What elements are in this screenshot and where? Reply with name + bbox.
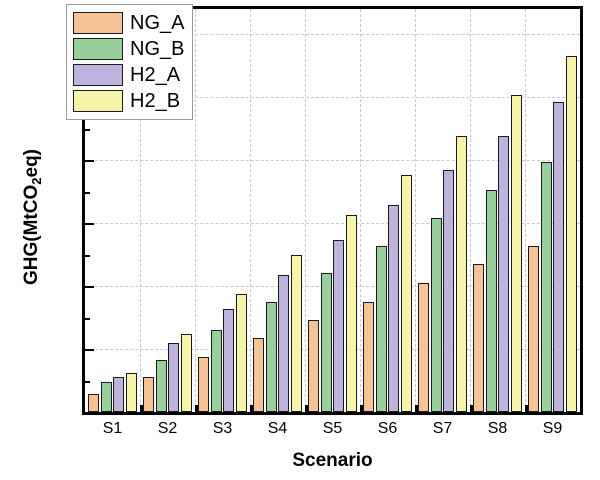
x-tick-label-S1: S1 [102, 420, 123, 437]
bar-NG_A-S1 [88, 393, 100, 412]
x-tick-label-S5: S5 [322, 420, 343, 437]
legend-swatch-H2_A [73, 64, 123, 86]
gridline-vertical [415, 9, 416, 412]
gridline-vertical [140, 9, 141, 412]
bar-H2_B-S3 [235, 294, 247, 412]
y-axis-title-subscript: 2 [29, 177, 44, 185]
legend-item-NG_B: NG_B [73, 36, 184, 62]
bar-H2_A-S7 [443, 170, 455, 412]
legend-swatch-NG_B [73, 38, 123, 60]
x-tick-label-S7: S7 [432, 420, 453, 437]
x-tick-label-S3: S3 [212, 420, 233, 437]
bar-NG_A-S5 [308, 320, 320, 412]
bar-H2_A-S4 [278, 274, 290, 412]
gridline-horizontal [85, 34, 580, 36]
bar-NG_B-S1 [100, 382, 112, 412]
bar-H2_A-S2 [168, 343, 180, 412]
bar-NG_B-S7 [430, 218, 442, 412]
bar-H2_B-S4 [290, 254, 302, 412]
bar-NG_A-S6 [363, 302, 375, 412]
plot-area [82, 6, 583, 415]
bar-NG_B-S2 [155, 359, 167, 412]
gridline-vertical [195, 9, 196, 412]
bar-H2_A-S1 [113, 377, 125, 412]
gridline-horizontal [85, 97, 580, 99]
y-axis-title-prefix: GHG(MtCO [21, 184, 42, 285]
legend-swatch-H2_B [73, 90, 123, 112]
bar-H2_B-S5 [345, 214, 357, 412]
x-axis-tick-labels: S1 S2 S3 S4 S5 S6 S7 S8 S9 [82, 420, 583, 444]
bar-H2_A-S6 [388, 204, 400, 412]
y-axis-title-suffix: eq) [21, 149, 42, 178]
gridline-vertical [470, 9, 471, 412]
legend-label-H2_B: H2_B [130, 90, 181, 112]
bar-NG_B-S4 [265, 302, 277, 412]
y-tick-minor [85, 191, 90, 194]
legend: NG_A NG_B H2_A H2_B [66, 4, 194, 120]
bar-NG_B-S8 [485, 189, 497, 412]
y-tick-minor [85, 128, 90, 131]
gridline-vertical [360, 9, 361, 412]
y-tick-major [85, 286, 94, 289]
y-tick-major [85, 160, 94, 163]
x-tick [415, 405, 418, 412]
legend-swatch-NG_A [73, 12, 123, 34]
x-tick-label-S9: S9 [542, 420, 563, 437]
x-tick [470, 405, 473, 412]
bar-H2_A-S9 [553, 102, 565, 412]
x-axis-title: Scenario [292, 450, 373, 471]
plot-inner [85, 9, 580, 412]
y-tick-minor [85, 254, 90, 257]
bar-H2_B-S6 [400, 175, 412, 412]
gridline-vertical [525, 9, 526, 412]
y-tick-minor [85, 317, 90, 320]
bar-H2_A-S8 [498, 136, 510, 412]
x-tick-label-S6: S6 [377, 420, 398, 437]
bar-NG_B-S3 [210, 330, 222, 412]
x-tick [305, 405, 308, 412]
legend-label-NG_A: NG_A [130, 12, 185, 34]
bar-H2_A-S3 [223, 308, 235, 412]
legend-label-H2_A: H2_A [130, 64, 181, 86]
bar-H2_B-S7 [455, 135, 467, 412]
bar-NG_A-S7 [418, 282, 430, 412]
x-tick-label-S8: S8 [487, 420, 508, 437]
y-axis-title: GHG(MtCO2eq) [21, 17, 44, 417]
bar-H2_B-S2 [180, 333, 192, 412]
x-tick [250, 405, 253, 412]
x-tick-label-S4: S4 [267, 420, 288, 437]
gridline-vertical [305, 9, 306, 412]
bar-NG_B-S9 [540, 162, 552, 412]
legend-label-NG_B: NG_B [130, 38, 185, 60]
gridline-vertical [250, 9, 251, 412]
x-tick [195, 405, 198, 412]
gridline-horizontal [85, 286, 580, 288]
x-tick [140, 405, 143, 412]
bar-NG_A-S9 [528, 246, 540, 412]
bar-NG_A-S3 [198, 357, 210, 412]
bar-H2_B-S1 [125, 372, 137, 412]
legend-item-H2_B: H2_B [73, 88, 184, 114]
bar-H2_B-S9 [565, 55, 577, 412]
y-tick-major [85, 349, 94, 352]
gridline-horizontal [85, 223, 580, 225]
x-tick [360, 405, 363, 412]
x-tick-label-S2: S2 [157, 420, 178, 437]
bar-NG_B-S6 [375, 245, 387, 412]
y-tick-major [85, 223, 94, 226]
gridline-horizontal [85, 349, 580, 351]
gridline-horizontal [85, 160, 580, 162]
bar-NG_A-S4 [253, 338, 265, 412]
legend-item-H2_A: H2_A [73, 62, 184, 88]
bar-H2_B-S8 [510, 95, 522, 412]
bar-NG_A-S8 [473, 264, 485, 412]
y-tick-minor [85, 380, 90, 383]
x-tick [525, 405, 528, 412]
bar-NG_A-S2 [143, 376, 155, 412]
bar-NG_B-S5 [320, 273, 332, 412]
bar-H2_A-S5 [333, 240, 345, 412]
legend-item-NG_A: NG_A [73, 10, 184, 36]
